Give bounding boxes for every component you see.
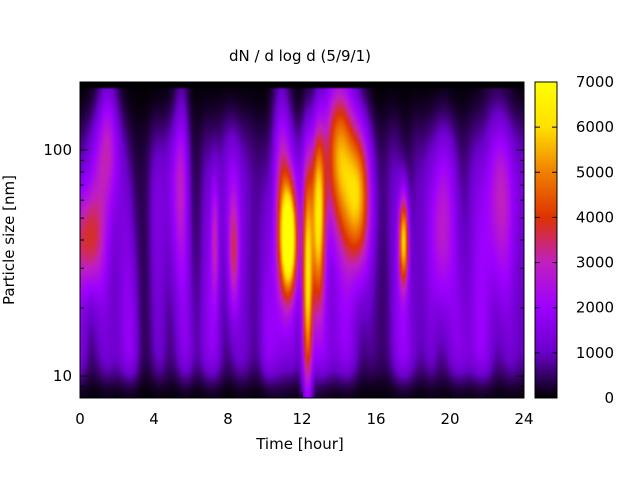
- colorbar-tick-label: 2000: [576, 299, 614, 317]
- x-tick-label: 20: [440, 410, 459, 428]
- heatmap-area: [80, 82, 524, 398]
- y-tick-label: 10: [53, 367, 72, 385]
- x-tick-label: 24: [514, 410, 533, 428]
- x-tick-label: 4: [149, 410, 159, 428]
- colorbar-frame: [534, 81, 558, 399]
- x-axis-label: Time [hour]: [255, 435, 344, 453]
- colorbar-tick-label: 6000: [576, 118, 614, 136]
- chart-title: dN / d log d (5/9/1): [229, 47, 371, 65]
- colorbar-tick-label: 5000: [576, 163, 614, 181]
- y-tick-label: 100: [43, 141, 72, 159]
- colorbar-gradient: [535, 82, 557, 398]
- heatmap-image: [80, 82, 524, 398]
- colorbar-tick-label: 7000: [576, 73, 614, 91]
- colorbar: 0 1000 2000 3000 4000 5000 6000 7000: [534, 73, 614, 407]
- colorbar-tick-label: 3000: [576, 254, 614, 272]
- y-axis-label: Particle size [nm]: [0, 175, 18, 305]
- colorbar-tick-label: 0: [604, 389, 614, 407]
- x-tick-label: 8: [223, 410, 233, 428]
- x-axis: 0 4 8 12 16 20 24: [75, 82, 534, 428]
- colorbar-tick-label: 4000: [576, 208, 614, 226]
- y-axis: 10 100: [43, 81, 524, 399]
- x-tick-label: 12: [292, 410, 311, 428]
- colorbar-ticks: 0 1000 2000 3000 4000 5000 6000 7000: [535, 73, 614, 407]
- colorbar-tick-label: 1000: [576, 344, 614, 362]
- x-tick-label: 0: [75, 410, 85, 428]
- x-tick-label: 16: [366, 410, 385, 428]
